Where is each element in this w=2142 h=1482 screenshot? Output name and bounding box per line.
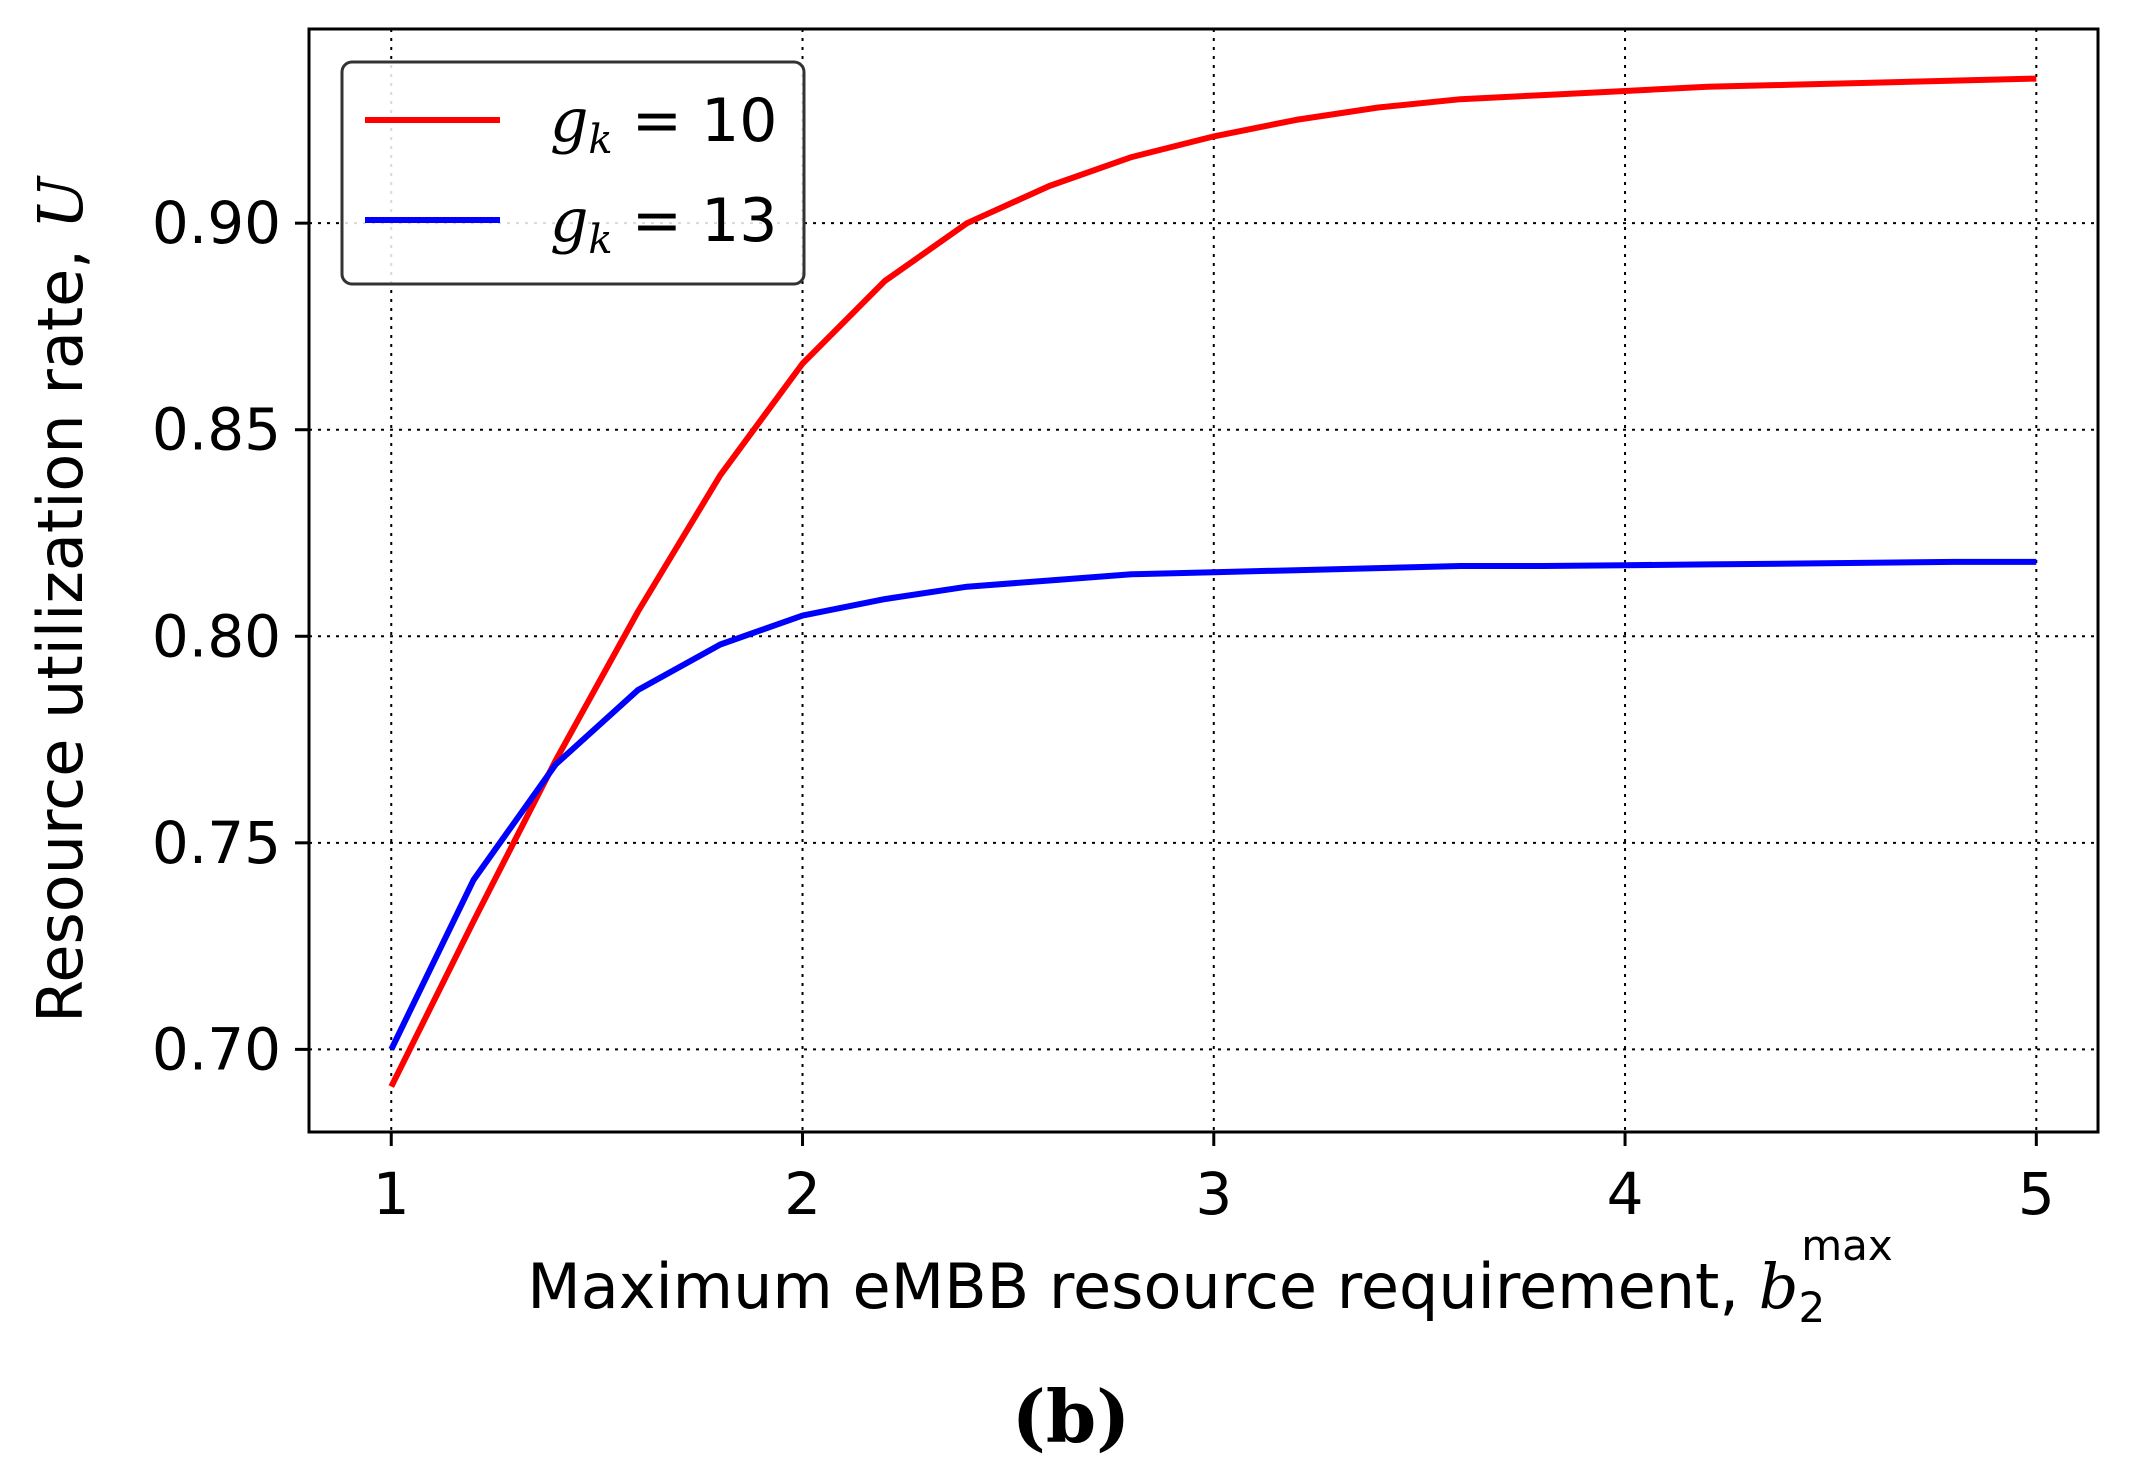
y-axis-label: Resource utilization rate, U <box>24 175 97 1023</box>
x-tick-label: 5 <box>2018 1160 2055 1228</box>
legend: gk = 10 gk = 13 <box>340 60 806 286</box>
x-axis-label: Maximum eMBB resource requirement, b2max <box>527 1221 1892 1332</box>
legend-label-gk10: gk = 10 <box>550 86 777 163</box>
legend-label-gk13: gk = 13 <box>550 186 777 263</box>
x-tick-label: 4 <box>1607 1160 1644 1228</box>
panel-label: (b) <box>1012 1374 1130 1459</box>
axis-ticks: 1 2 3 4 5 0.70 0.75 0.80 0.85 0.90 <box>152 189 2055 1228</box>
series-line-0 <box>388 75 2037 1088</box>
series-line-1 <box>388 558 2037 1051</box>
y-tick-label: 0.90 <box>152 189 281 257</box>
x-tick-label: 2 <box>784 1160 821 1228</box>
plot-frame <box>307 27 2100 1134</box>
x-tick-label: 3 <box>1195 1160 1232 1228</box>
y-tick-label: 0.70 <box>152 1015 281 1083</box>
y-tick-label: 0.75 <box>152 809 281 877</box>
series-lines <box>388 75 2037 1088</box>
y-tick-label: 0.80 <box>152 602 281 670</box>
y-tick-label: 0.85 <box>152 396 281 464</box>
x-tick-label: 1 <box>373 1160 410 1228</box>
